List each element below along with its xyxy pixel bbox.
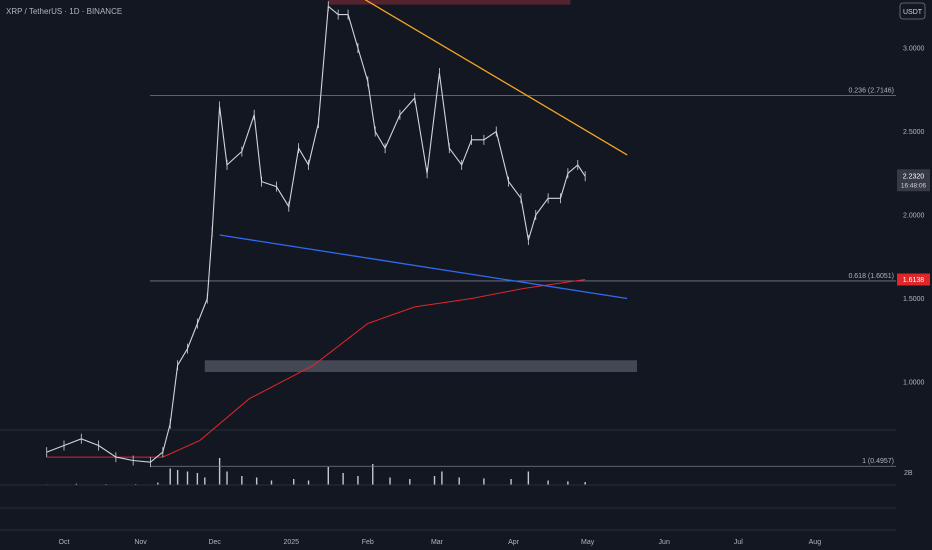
x-tick-label: Mar (431, 539, 444, 546)
volume-bar (547, 480, 549, 485)
y-tick-label: 1.0000 (903, 380, 925, 387)
volume-bar (584, 482, 586, 485)
fib-label: 1 (0.4957) (862, 458, 894, 465)
currency-button-label: USDT (903, 9, 923, 16)
lower-trendline (219, 234, 628, 300)
volume-bar (186, 471, 189, 485)
volume-bar (342, 473, 344, 485)
x-tick-label: Nov (134, 539, 147, 546)
fib-label: 0.236 (2.7146) (848, 88, 894, 95)
volume-bar (409, 479, 411, 485)
x-tick-label: Dec (208, 539, 221, 546)
volume-bar (327, 467, 329, 485)
volume-bar (218, 458, 221, 485)
x-tick-label: Oct (59, 539, 70, 546)
volume-bar (176, 470, 179, 485)
symbol-header: XRP / TetherUS · 1D · BINANCE (6, 7, 122, 16)
grid-layer (0, 429, 896, 531)
volume-bar (483, 478, 485, 485)
moving-average-line (46, 279, 586, 458)
y-tick-label: 2.5000 (903, 129, 925, 136)
volume-bar (169, 468, 171, 485)
volume-bar (204, 477, 206, 485)
fib-layer: 0 (3.4000)0.236 (2.7146)0.618 (1.6051)1 … (150, 88, 896, 467)
currency-button[interactable]: USDT (899, 2, 926, 20)
last-price-tag (897, 169, 930, 192)
support-zone (204, 360, 638, 372)
upper-trendline (364, 0, 628, 156)
x-tick-label: Apr (508, 539, 520, 546)
ma-layer (46, 279, 586, 458)
ma-price-label: 1.6138 (903, 277, 925, 284)
last-price-countdown: 16:48:06 (901, 182, 927, 189)
y-tick-label: 3.0000 (903, 46, 925, 53)
volume-bar (357, 476, 359, 485)
ma-price-tag (897, 273, 930, 286)
price-series-line (46, 5, 586, 463)
y-tick-label: 2.0000 (903, 213, 925, 220)
volume-layer: 2B (0, 458, 913, 486)
volume-bar (372, 464, 374, 485)
volume-bar (510, 479, 512, 485)
volume-bar (389, 477, 391, 485)
volume-bar (567, 481, 569, 485)
volume-bar (270, 480, 273, 485)
volume-bar (75, 483, 78, 485)
x-tick-label: 2025 (283, 539, 299, 546)
price-layer (46, 1, 586, 468)
volume-bar (196, 473, 199, 485)
volume-bar (433, 476, 436, 485)
volume-bar (293, 479, 295, 485)
resistance-zone (328, 0, 571, 5)
volume-bar (226, 471, 228, 485)
volume-bar (255, 477, 258, 485)
axis-layer: 1.00001.50002.00002.50003.00003.50004.50… (59, 46, 925, 547)
x-tick-label: Feb (362, 539, 374, 546)
volume-bar (157, 482, 159, 485)
volume-bar (458, 477, 460, 485)
trendline-layer (219, 0, 628, 300)
x-tick-label: Aug (809, 539, 822, 546)
fib-label: 0.618 (1.6051) (848, 273, 894, 280)
volume-bar (307, 480, 310, 485)
x-tick-label: Jul (734, 539, 743, 546)
last-price-label: 2.2320 (903, 173, 925, 180)
y-tick-label: 1.5000 (903, 296, 925, 303)
volume-bar (527, 471, 530, 485)
x-tick-label: Jun (659, 539, 670, 546)
x-tick-label: May (581, 539, 595, 546)
volume-scale-label: 2B (904, 470, 913, 477)
zones-layer (204, 0, 638, 372)
volume-bar (241, 476, 243, 485)
volume-bar (441, 471, 443, 485)
